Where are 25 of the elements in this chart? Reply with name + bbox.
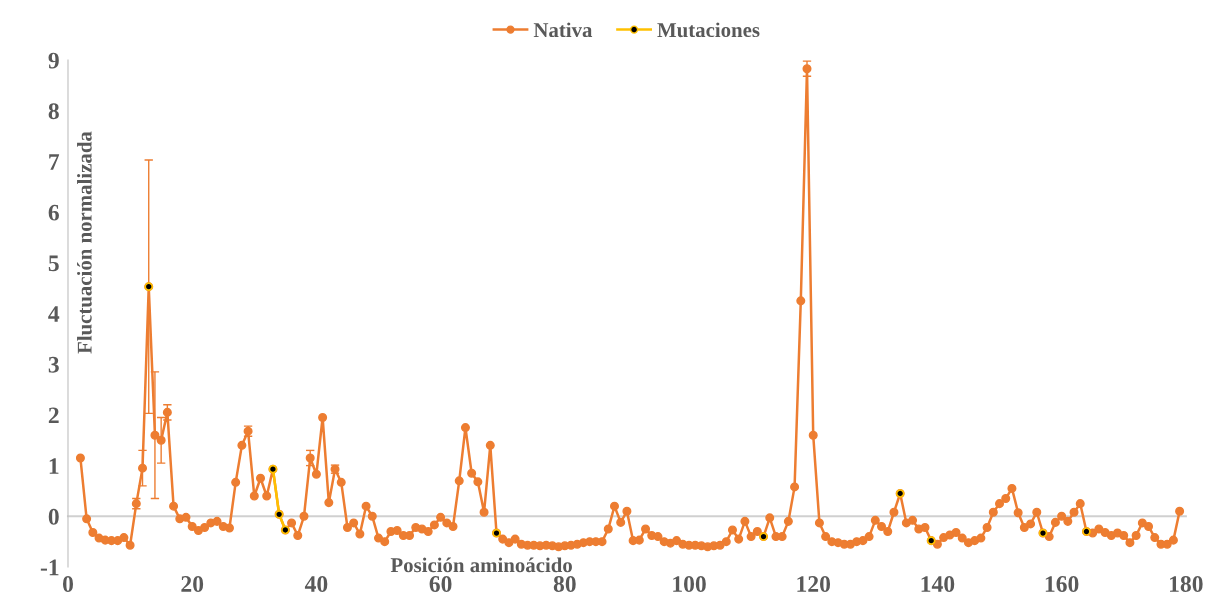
x-tick-label: 180 xyxy=(1170,576,1203,592)
x-tick-label: 140 xyxy=(921,576,955,592)
y-tick-label: -1 xyxy=(40,559,59,576)
y-tick-label: 2 xyxy=(48,407,59,424)
x-axis-title: Posición aminoácido xyxy=(390,557,572,573)
y-tick-label: 7 xyxy=(49,154,60,170)
x-tick-label: 0 xyxy=(63,576,73,592)
y-tick-label: 0 xyxy=(48,508,59,525)
y-tick-label: 8 xyxy=(48,103,59,120)
y-tick-label: 1 xyxy=(49,458,59,474)
y-tick-label: 9 xyxy=(48,52,59,69)
x-tick-label: 80 xyxy=(553,576,576,592)
legend-label: Mutaciones xyxy=(657,22,760,38)
y-axis-title: Fluctuación normalizada xyxy=(77,131,92,354)
y-tick-label: 4 xyxy=(48,306,60,322)
x-tick-label: 40 xyxy=(304,576,328,592)
x-tick-label: 160 xyxy=(1045,576,1079,592)
x-tick-label: 120 xyxy=(797,576,831,592)
x-tick-label: 100 xyxy=(673,576,706,592)
y-tick-label: 3 xyxy=(48,356,59,373)
legend-label: Nativa xyxy=(533,22,593,38)
y-tick-label: 5 xyxy=(48,255,59,272)
x-tick-label: 20 xyxy=(181,576,204,592)
x-tick-label: 60 xyxy=(429,576,452,592)
y-tick-label: 6 xyxy=(48,204,59,221)
